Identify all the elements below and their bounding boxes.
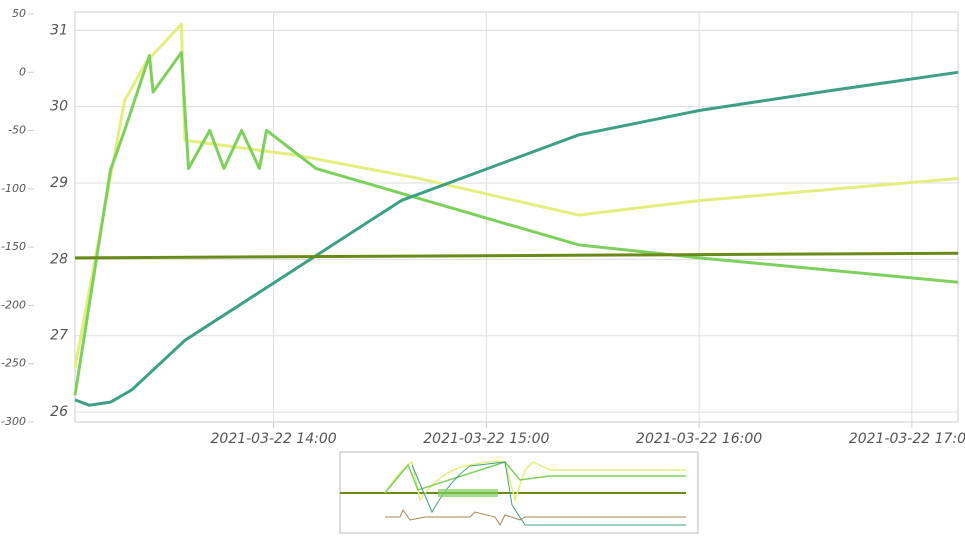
y2-tick-label: -300 xyxy=(1,415,26,428)
y2-tick-label: 50 xyxy=(12,7,26,20)
navigator xyxy=(339,451,699,534)
x-tick-label: 2021-03-22 14:00 xyxy=(211,431,337,447)
navigator-handle[interactable] xyxy=(438,489,498,497)
series-line xyxy=(73,50,959,396)
plot-frame xyxy=(74,11,959,423)
y-tick-label: 26 xyxy=(50,404,68,420)
y-tick-label: 29 xyxy=(50,175,68,191)
x-tick-label: 2021-03-22 16:00 xyxy=(636,431,762,447)
y-tick-label: 27 xyxy=(50,328,68,344)
y2-tick-label: -50 xyxy=(8,124,26,137)
y2-tick-label: 0 xyxy=(19,65,26,78)
series-line xyxy=(74,70,959,407)
y2-tick-label: -150 xyxy=(1,240,26,253)
y-tick-label: 30 xyxy=(50,99,68,115)
series-line xyxy=(73,22,959,369)
x-tick-label: 2021-03-22 15:00 xyxy=(423,431,549,447)
y2-tick-label: -200 xyxy=(1,298,26,311)
y-tick-label: 28 xyxy=(50,251,68,267)
x-tick-label: 2021-03-22 17:00 xyxy=(849,431,965,447)
navigator-line xyxy=(411,461,686,526)
series-line xyxy=(74,251,959,260)
y2-tick-label: -250 xyxy=(1,357,26,370)
navigator-line xyxy=(385,508,686,527)
y2-tick-label: -100 xyxy=(1,182,26,195)
y-tick-label: 31 xyxy=(50,22,68,38)
